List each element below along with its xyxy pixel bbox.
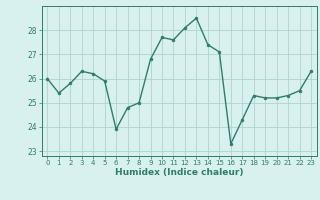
X-axis label: Humidex (Indice chaleur): Humidex (Indice chaleur) [115,168,244,177]
